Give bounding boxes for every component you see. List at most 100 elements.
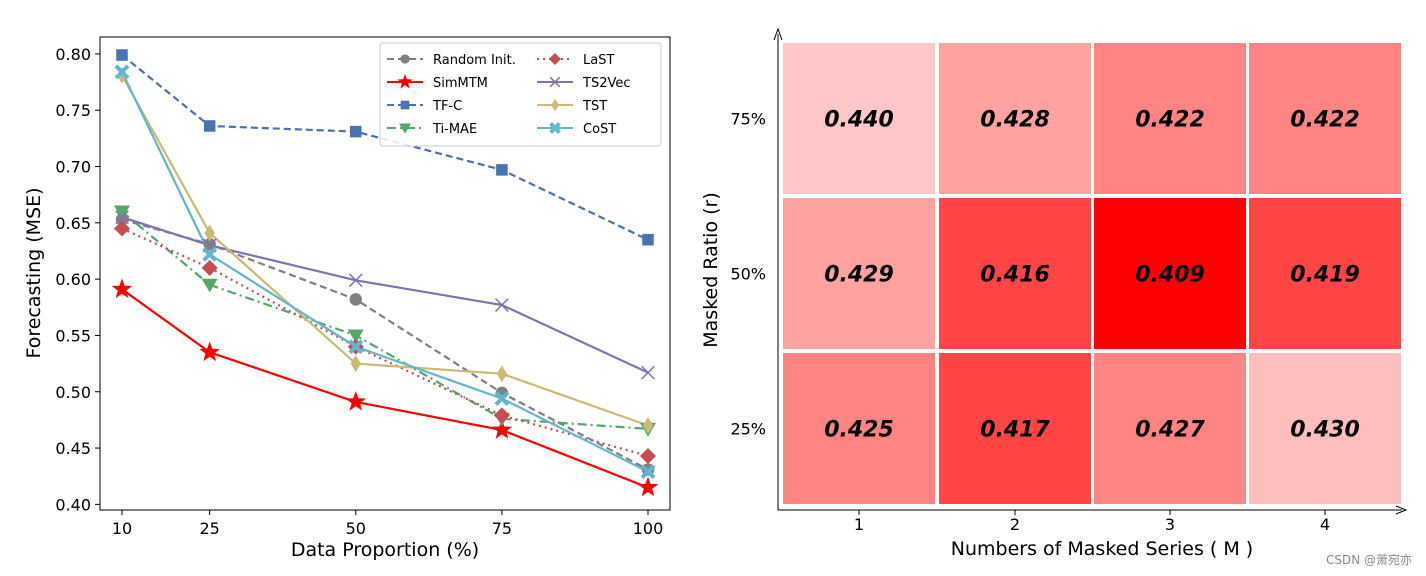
legend-label-ts2vec: TS2Vec [582, 76, 631, 91]
heatmap-cell-value: 0.429 [824, 263, 894, 288]
heatmap-cell-value: 0.428 [980, 108, 1050, 133]
heatmap-cell [939, 43, 1091, 194]
data-point-last [114, 220, 130, 237]
data-point-cost [348, 339, 364, 355]
x-tick-label: 75 [492, 519, 512, 538]
data-point-tst [116, 66, 128, 84]
legend-marker-last [549, 53, 561, 65]
line-chart: 10 25 50 75 100 0.40 0.45 0.50 0.55 0.60 0.65 0.70… [23, 36, 671, 561]
data-point-cost [494, 391, 510, 406]
y-tick-label: 0.55 [55, 326, 91, 345]
heatmap-cell [1249, 43, 1401, 194]
data-point-random-init [349, 293, 363, 306]
data-point-tf-c [642, 233, 654, 246]
data-point-last [640, 447, 656, 464]
data-point-ts2vec [115, 210, 129, 225]
data-point-cost [114, 64, 130, 80]
heatmap: 0.440 0.428 0.422 0.422 0.429 0.416 0.409 0.419… [700, 27, 1408, 560]
legend-marker-cost [549, 122, 561, 134]
data-point-simmtm [637, 476, 659, 497]
legend-label-tst: TST [582, 99, 607, 114]
data-point-ti-mae [201, 278, 218, 293]
legend-label-ti-mae: Ti-MAE [432, 122, 477, 137]
heatmap-x-ticks: 1 2 3 4 [854, 510, 1330, 534]
heatmap-cell [1094, 198, 1246, 349]
heatmap-cell-value: 0.417 [980, 418, 1050, 443]
data-point-cost [202, 246, 218, 262]
heatmap-x-tick-label: 2 [1010, 515, 1020, 534]
legend-frame [379, 42, 662, 147]
y-tick-label: 0.60 [55, 270, 91, 289]
y-tick-label: 0.75 [55, 101, 91, 120]
heatmap-cell-value: 0.419 [1290, 263, 1360, 288]
legend-marker-ti-mae [399, 123, 411, 134]
heatmap-cell [1249, 353, 1401, 504]
watermark: CSDN @萧宛亦 [1325, 553, 1412, 567]
x-tick-label: 100 [633, 519, 664, 538]
data-point-simmtm [199, 341, 220, 362]
line-chart-frame [99, 36, 671, 511]
y-tick-label: 0.80 [55, 45, 91, 64]
legend-label-last: LaST [583, 53, 614, 68]
data-point-ts2vec [348, 273, 363, 288]
heatmap-x-tick-label: 1 [854, 515, 864, 534]
data-point-tst [496, 365, 508, 383]
data-point-simmtm [111, 278, 133, 298]
x-tick-label: 50 [346, 519, 366, 538]
x-tick-label: 25 [199, 519, 219, 538]
legend-marker-tf-c [400, 100, 410, 110]
data-point-simmtm [491, 419, 513, 439]
line-chart-legend: Random Init. SimMTM TF-C Ti-MAE LaST TS2Vec TS… [379, 42, 662, 147]
y-tick-label: 0.70 [55, 158, 91, 177]
heatmap-cell [1094, 353, 1246, 504]
heatmap-cell [783, 353, 935, 504]
legend-label-simmtm: SimMTM [433, 76, 488, 91]
heatmap-y-tick-label: 75% [730, 110, 766, 129]
line-chart-y-ticks: 0.40 0.45 0.50 0.55 0.60 0.65 0.70 0.75 0.80 [55, 45, 100, 514]
data-point-tst [642, 417, 654, 434]
heatmap-cell [939, 353, 1091, 504]
data-point-tf-c [116, 49, 128, 61]
legend-marker-ts2vec [549, 76, 561, 88]
heatmap-cell [1249, 198, 1401, 349]
x-tick-label: 10 [112, 519, 132, 538]
line-chart-markers [111, 49, 659, 497]
heatmap-x-tick-label: 3 [1165, 515, 1175, 534]
heatmap-cell-value: 0.427 [1135, 418, 1205, 443]
line-chart-x-axis-label: Data Proportion (%) [291, 539, 479, 561]
data-point-ts2vec [641, 365, 655, 380]
line-chart-y-axis-label: Forecasting (MSE) [23, 187, 45, 358]
heatmap-y-axis-arrow [773, 27, 783, 41]
heatmap-cells: 0.440 0.428 0.422 0.422 0.429 0.416 0.409 0.419… [783, 43, 1401, 504]
y-tick-label: 0.45 [55, 439, 91, 458]
heatmap-y-axis-label: Masked Ratio (r) [700, 192, 722, 348]
heatmap-x-tick-label: 4 [1320, 515, 1330, 534]
series-line-simmtm [121, 288, 649, 489]
data-point-ts2vec [494, 298, 509, 312]
heatmap-cell-value: 0.422 [1290, 108, 1360, 133]
legend-label-cost: CoST [583, 122, 616, 137]
heatmap-cell-value: 0.416 [980, 263, 1050, 288]
data-point-tf-c [496, 164, 508, 176]
heatmap-cell [783, 198, 935, 349]
heatmap-cell-value: 0.422 [1135, 108, 1205, 133]
heatmap-cell-value: 0.409 [1135, 263, 1205, 288]
heatmap-y-ticks: 75% 50% 25% [730, 110, 766, 439]
heatmap-cell-value: 0.425 [824, 418, 894, 443]
heatmap-y-tick-label: 50% [730, 265, 766, 284]
data-point-random-init [115, 213, 129, 226]
data-point-last [201, 259, 218, 276]
legend-label-random-init: Random Init. [433, 53, 516, 68]
data-point-random-init [203, 237, 216, 251]
legend-label-tf-c: TF-C [432, 99, 462, 114]
data-point-tf-c [350, 125, 362, 138]
heatmap-x-axis-arrow [1395, 505, 1408, 515]
heatmap-x-axis-label: Numbers of Masked Series ( M ) [951, 538, 1253, 560]
legend-marker-random-init [400, 54, 410, 64]
heatmap-axes [773, 27, 1408, 515]
data-point-tst [204, 224, 215, 242]
legend-marker-simmtm [397, 73, 413, 89]
series-line-last [121, 227, 649, 457]
data-point-last [493, 407, 510, 424]
data-point-tf-c [203, 120, 216, 132]
